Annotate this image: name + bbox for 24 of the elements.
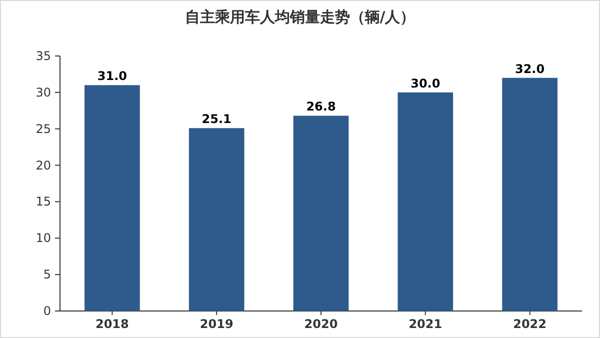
y-tick-label: 15 (36, 194, 51, 209)
data-label: 32.0 (514, 62, 545, 76)
data-label: 25.1 (202, 112, 232, 126)
chart-title: 自主乘用车人均销量走势（辆/人） (184, 8, 416, 26)
x-tick-label: 2021 (408, 317, 442, 331)
x-tick-label: 2018 (95, 317, 129, 331)
x-tick-label: 2020 (304, 317, 338, 331)
bar (84, 85, 140, 311)
bar (293, 116, 349, 311)
bar (502, 78, 558, 311)
bar (398, 92, 454, 311)
data-label: 30.0 (410, 76, 440, 90)
y-tick-label: 10 (36, 231, 51, 246)
y-tick-label: 35 (36, 49, 51, 63)
y-tick-label: 30 (36, 85, 51, 100)
data-label: 26.8 (306, 100, 336, 114)
y-tick-label: 20 (36, 158, 51, 172)
x-tick-label: 2022 (513, 317, 547, 331)
x-tick-label: 2019 (200, 317, 234, 331)
y-tick-label: 0 (43, 304, 51, 318)
y-tick-label: 25 (36, 122, 51, 136)
y-tick-label: 5 (43, 268, 51, 282)
bar (188, 128, 244, 311)
data-label: 31.0 (97, 69, 128, 84)
